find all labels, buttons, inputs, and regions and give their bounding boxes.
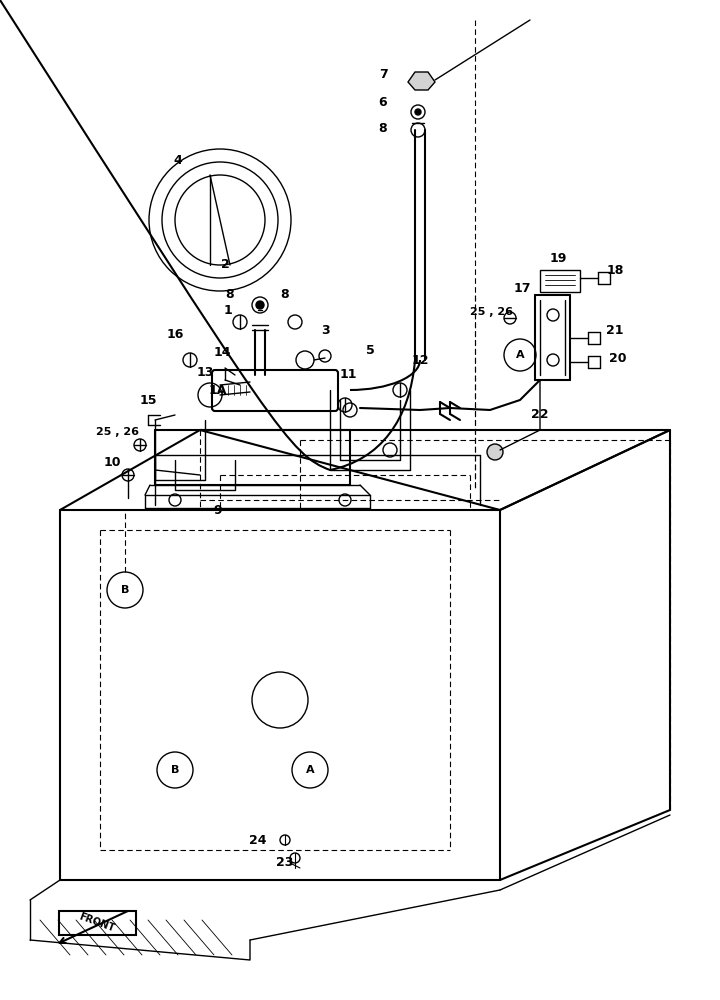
Text: 6: 6 [379, 96, 387, 108]
Text: B: B [171, 765, 179, 775]
Text: 8: 8 [225, 288, 234, 302]
Text: 4: 4 [174, 153, 182, 166]
Text: 16: 16 [166, 328, 184, 342]
Text: 5: 5 [366, 344, 374, 357]
Text: 8: 8 [379, 121, 387, 134]
Text: 17: 17 [513, 282, 531, 294]
Text: 24: 24 [249, 834, 266, 846]
Circle shape [487, 444, 503, 460]
Text: 21: 21 [606, 324, 624, 336]
Text: 9: 9 [214, 504, 222, 516]
Text: B: B [121, 585, 129, 595]
Text: 15: 15 [139, 393, 157, 406]
Text: 1: 1 [224, 304, 233, 316]
Text: 1A: 1A [209, 383, 228, 396]
Circle shape [280, 835, 290, 845]
Circle shape [252, 297, 268, 313]
Text: 25 , 26: 25 , 26 [96, 427, 140, 437]
Text: 20: 20 [609, 352, 626, 364]
Bar [540, 270, 580, 292]
Text: 23: 23 [276, 856, 294, 868]
FancyBboxPatch shape [59, 911, 136, 935]
Circle shape [256, 301, 264, 309]
Text: FRONT: FRONT [78, 912, 116, 934]
Circle shape [290, 853, 300, 863]
Text: 13: 13 [197, 366, 214, 379]
Text: 2: 2 [220, 258, 230, 271]
Text: 8: 8 [281, 288, 289, 302]
Text: 22: 22 [531, 408, 549, 422]
Text: 12: 12 [411, 354, 428, 366]
Polygon shape [408, 72, 435, 90]
Text: 18: 18 [606, 263, 624, 276]
Text: A: A [516, 350, 524, 360]
Text: 19: 19 [549, 251, 567, 264]
FancyBboxPatch shape [212, 370, 338, 411]
Text: 10: 10 [103, 456, 121, 468]
Text: A: A [306, 765, 315, 775]
Circle shape [411, 105, 425, 119]
Text: 7: 7 [379, 68, 387, 82]
Circle shape [411, 123, 425, 137]
Circle shape [415, 109, 421, 115]
Text: 25 , 26: 25 , 26 [470, 307, 513, 317]
Text: 14: 14 [213, 346, 230, 359]
Text: 11: 11 [339, 368, 356, 381]
Text: 3: 3 [320, 324, 329, 336]
